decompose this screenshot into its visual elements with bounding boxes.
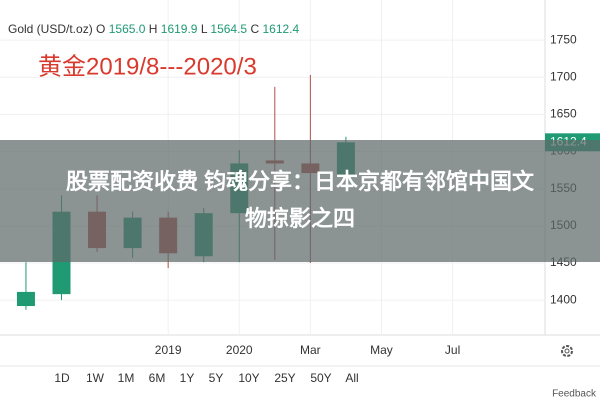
- symbol: Gold (USD/t.oz): [8, 22, 93, 36]
- overlay-text: 股票配资收费 钧魂分享：日本京都有邻馆中国文: [66, 169, 535, 194]
- field-label: L: [201, 22, 208, 36]
- x-tick-label: May: [370, 343, 393, 357]
- range-button[interactable]: 50Y: [310, 371, 331, 385]
- range-button[interactable]: 5Y: [209, 371, 224, 385]
- range-button[interactable]: 25Y: [274, 371, 295, 385]
- x-tick-label: Jul: [445, 343, 460, 357]
- range-button[interactable]: 1W: [86, 371, 105, 385]
- x-tick-label: Mar: [300, 343, 321, 357]
- range-button[interactable]: 6M: [149, 371, 166, 385]
- header: Gold (USD/t.oz) O 1565.0 H 1619.9 L 1564…: [8, 22, 299, 36]
- x-tick-label: 2019: [155, 343, 182, 357]
- annotation: 黄金2019/8---2020/3: [38, 53, 257, 80]
- range-button[interactable]: 10Y: [238, 371, 259, 385]
- overlay-banner: [0, 140, 600, 262]
- field-value: 1612.4: [262, 22, 299, 36]
- y-tick-label: 1750: [550, 32, 577, 46]
- field-value: 1564.5: [210, 22, 247, 36]
- field-label: H: [149, 22, 158, 36]
- y-tick-label: 1400: [550, 292, 577, 306]
- field-label: O: [96, 22, 105, 36]
- y-tick-label: 1700: [550, 69, 577, 83]
- range-button[interactable]: 1D: [54, 371, 70, 385]
- field-value: 1619.9: [161, 22, 198, 36]
- field-label: C: [250, 22, 259, 36]
- range-button[interactable]: All: [345, 371, 358, 385]
- x-tick-label: 2020: [226, 343, 253, 357]
- range-button[interactable]: 1M: [118, 371, 135, 385]
- field-value: 1565.0: [109, 22, 146, 36]
- settings-icon[interactable]: [561, 345, 573, 357]
- y-tick-label: 1650: [550, 107, 577, 121]
- feedback[interactable]: Feedback: [552, 389, 597, 400]
- range-button[interactable]: 1Y: [180, 371, 195, 385]
- candle-body: [16, 291, 35, 307]
- overlay-text: 物掠影之四: [245, 206, 355, 231]
